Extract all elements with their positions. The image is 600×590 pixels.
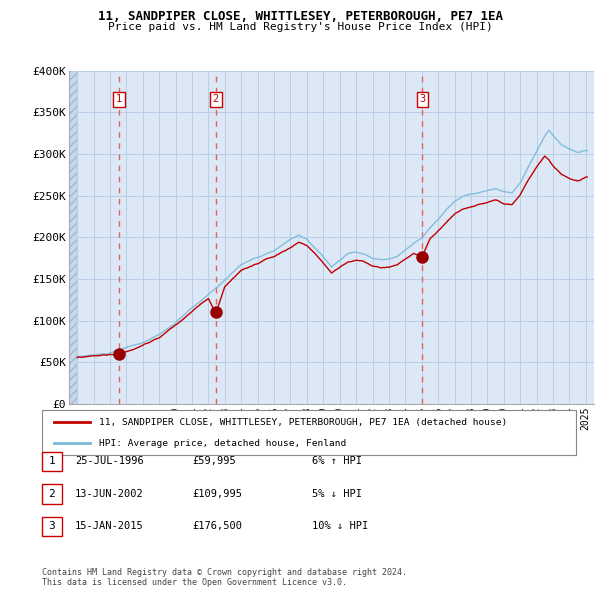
Text: 10% ↓ HPI: 10% ↓ HPI: [312, 522, 368, 531]
Text: 2: 2: [213, 94, 219, 104]
Text: 1: 1: [49, 457, 55, 466]
Text: 6% ↑ HPI: 6% ↑ HPI: [312, 457, 362, 466]
Text: 1: 1: [116, 94, 122, 104]
Text: 11, SANDPIPER CLOSE, WHITTLESEY, PETERBOROUGH, PE7 1EA: 11, SANDPIPER CLOSE, WHITTLESEY, PETERBO…: [97, 10, 503, 23]
Text: Contains HM Land Registry data © Crown copyright and database right 2024.
This d: Contains HM Land Registry data © Crown c…: [42, 568, 407, 587]
Text: 15-JAN-2015: 15-JAN-2015: [75, 522, 144, 531]
Text: 2: 2: [49, 489, 55, 499]
Text: £109,995: £109,995: [192, 489, 242, 499]
Text: HPI: Average price, detached house, Fenland: HPI: Average price, detached house, Fenl…: [99, 439, 346, 448]
Bar: [69, 71, 77, 404]
Text: £176,500: £176,500: [192, 522, 242, 531]
Text: 13-JUN-2002: 13-JUN-2002: [75, 489, 144, 499]
Text: £59,995: £59,995: [192, 457, 236, 466]
Bar: [69, 71, 77, 404]
Text: Price paid vs. HM Land Registry's House Price Index (HPI): Price paid vs. HM Land Registry's House …: [107, 22, 493, 32]
Text: 11, SANDPIPER CLOSE, WHITTLESEY, PETERBOROUGH, PE7 1EA (detached house): 11, SANDPIPER CLOSE, WHITTLESEY, PETERBO…: [99, 418, 507, 427]
Text: 3: 3: [419, 94, 425, 104]
Text: 25-JUL-1996: 25-JUL-1996: [75, 457, 144, 466]
Text: 5% ↓ HPI: 5% ↓ HPI: [312, 489, 362, 499]
Text: 3: 3: [49, 522, 55, 531]
